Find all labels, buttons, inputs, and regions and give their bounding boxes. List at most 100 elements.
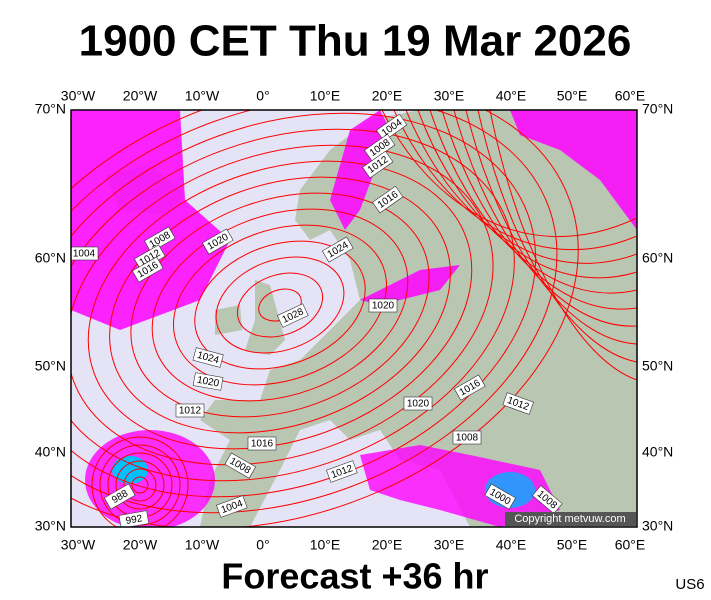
isobar — [441, 110, 637, 310]
label-box — [376, 113, 408, 142]
isobar — [465, 110, 637, 345]
isobar-label: 1020 — [403, 396, 433, 411]
longitude-label: 40°E — [496, 88, 527, 104]
isobar-label: 1008 — [452, 430, 482, 445]
label-box — [175, 403, 205, 418]
longitude-label: 30°E — [434, 88, 465, 104]
isobar-value: 1008 — [456, 433, 479, 444]
graticule-labels: 30°W 30°W 20°W 20°W 10°W 10°W 0° 0° 10°E 10°E 20°E… — [35, 88, 674, 553]
isobar-label: 1020 — [192, 372, 224, 391]
copyright: Copyright metvuw.com — [514, 513, 625, 525]
title: 1900 CET Thu 19 Mar 2026 — [79, 17, 632, 66]
isobar-value: 1016 — [251, 439, 274, 450]
isobar-value: 1004 — [73, 249, 96, 260]
copyright-box — [505, 512, 636, 526]
latitude-label: 50°N — [35, 358, 66, 374]
precip-norway — [330, 110, 390, 230]
isobar — [393, 110, 637, 251]
label-box — [71, 246, 99, 261]
isobar — [236, 272, 324, 338]
isobar — [131, 476, 149, 494]
precip-northeast — [510, 110, 637, 230]
isobar — [130, 192, 430, 418]
isobar — [489, 110, 637, 381]
label-box — [372, 185, 404, 214]
longitude-label: 20°E — [372, 88, 403, 104]
longitude-label: 20°E — [372, 537, 403, 553]
isobar — [194, 240, 366, 370]
latitude-label: 70°N — [35, 101, 66, 117]
isobar-label: 1020 — [368, 298, 398, 313]
isobar-value: 1020 — [407, 399, 430, 410]
land-britain — [245, 280, 285, 355]
isobar — [91, 436, 189, 527]
label-box — [201, 228, 234, 255]
label-box — [103, 483, 136, 510]
latitude-label: 30°N — [35, 518, 66, 534]
isobar — [405, 110, 637, 264]
longitude-label: 30°E — [434, 537, 465, 553]
longitude-label: 40°E — [496, 537, 527, 553]
longitude-label: 10°W — [185, 537, 220, 553]
isobar-label: 992 — [118, 510, 150, 527]
longitude-label: 10°E — [310, 537, 341, 553]
label-box — [143, 226, 176, 253]
label-box — [131, 256, 164, 283]
isobar — [87, 160, 473, 450]
isobar — [123, 468, 157, 502]
label-box — [216, 495, 248, 518]
isobars — [71, 110, 637, 527]
label-box — [362, 150, 394, 179]
isobar-value: 1012 — [179, 406, 202, 417]
longitude-label: 0° — [256, 88, 269, 104]
label-box — [276, 303, 309, 328]
latitude-label: 70°N — [642, 101, 673, 117]
isobar — [215, 256, 345, 354]
label-box — [224, 452, 257, 479]
latitude-label: 30°N — [642, 518, 673, 534]
isobar — [109, 176, 451, 434]
isobar-label: 1016 — [247, 436, 277, 451]
label-box — [484, 483, 517, 510]
precip-core — [112, 456, 148, 484]
isobar-value: 992 — [125, 513, 144, 527]
isobar-value: 1020 — [372, 301, 395, 312]
product-code: US6 — [675, 576, 704, 593]
isobar-label: 1012 — [175, 403, 205, 418]
isobar-value: 1020 — [196, 375, 220, 390]
isobar-label: 1024 — [192, 347, 224, 368]
label-box — [247, 436, 277, 451]
label-box — [321, 236, 354, 263]
label-box — [118, 510, 150, 527]
longitude-label: 30°W — [61, 88, 96, 104]
label-box — [403, 396, 433, 411]
isobar — [151, 208, 409, 402]
isobar — [115, 460, 165, 510]
label-box — [368, 298, 398, 313]
isobar — [71, 110, 579, 527]
label-box — [453, 374, 486, 401]
label-box — [192, 372, 224, 391]
longitude-label: 60°E — [615, 88, 646, 104]
longitude-label: 20°W — [123, 88, 158, 104]
isobar — [172, 224, 388, 386]
longitude-label: 50°E — [557, 537, 588, 553]
longitude-label: 20°W — [123, 537, 158, 553]
longitude-label: 60°E — [615, 537, 646, 553]
label-box — [326, 460, 358, 483]
isobar — [453, 110, 637, 327]
label-box — [192, 347, 224, 368]
land-ireland — [215, 305, 242, 335]
label-box — [452, 430, 482, 445]
longitude-label: 10°W — [185, 88, 220, 104]
forecast-label: Forecast +36 hr — [221, 556, 488, 597]
longitude-label: 10°E — [310, 88, 341, 104]
precip-atlantic — [71, 110, 230, 330]
label-box — [531, 485, 563, 515]
label-box — [502, 392, 534, 415]
map-frame — [70, 109, 638, 528]
latitude-label: 40°N — [35, 444, 66, 460]
isobar — [71, 110, 558, 514]
